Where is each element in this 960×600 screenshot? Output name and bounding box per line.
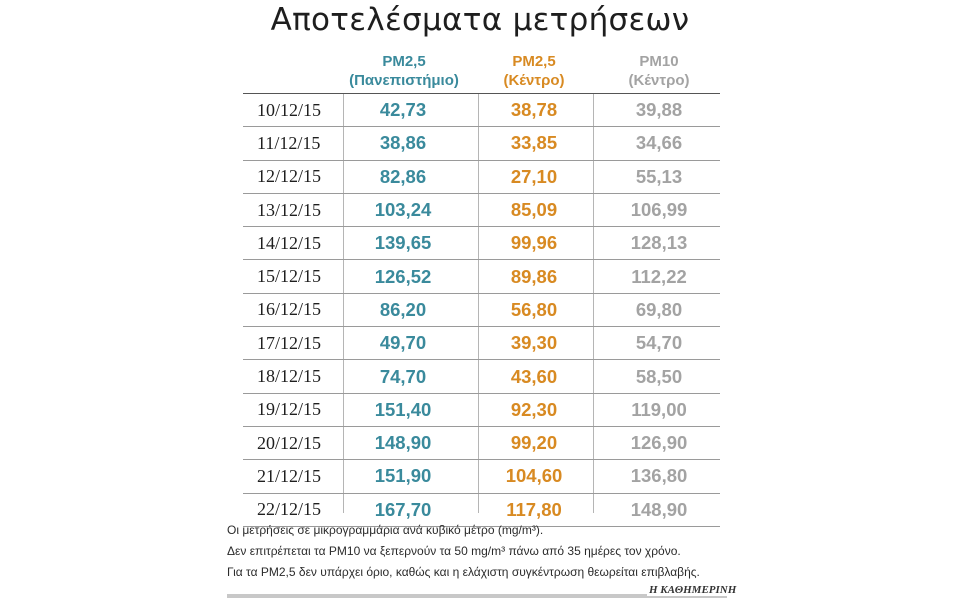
column-header-line2: (Κέντρο) xyxy=(503,72,565,89)
value-pm25-center: 27,10 xyxy=(510,165,558,187)
value-pm10-center: 54,70 xyxy=(635,332,683,354)
table-row: 18/12/15 74,70 43,60 58,50 xyxy=(243,360,720,394)
footnote-units: Οι μετρήσεις σε μικρογραμμάρια ανά κυβικ… xyxy=(227,523,544,537)
footnotes: Οι μετρήσεις σε μικρογραμμάρια ανά κυβικ… xyxy=(227,520,700,583)
value-pm25-university: 126,52 xyxy=(374,265,432,287)
value-pm25-center: 92,30 xyxy=(510,398,558,420)
value-pm25-center: 56,80 xyxy=(510,298,558,320)
value-pm25-center: 117,80 xyxy=(506,498,562,520)
table-row: 17/12/15 49,70 39,30 54,70 xyxy=(243,327,720,361)
footnote-pm10-limit: Δεν επιτρέπεται τα PM10 να ξεπερνούν τα … xyxy=(227,544,681,558)
column-divider xyxy=(478,93,479,513)
value-pm10-center: 119,00 xyxy=(631,398,687,420)
column-header-pm10-center: PM10 (Κέντρο) xyxy=(598,52,720,90)
table-row: 16/12/15 86,20 56,80 69,80 xyxy=(243,294,720,328)
value-pm10-center: 136,80 xyxy=(630,465,688,487)
table-row: 21/12/15 151,90 104,60 136,80 xyxy=(243,460,720,494)
value-pm10-center: 128,13 xyxy=(630,232,688,254)
table-row: 15/12/15 126,52 89,86 112,22 xyxy=(243,260,720,294)
row-date: 18/12/15 xyxy=(257,366,322,387)
row-date: 12/12/15 xyxy=(257,166,322,187)
value-pm10-center: 58,50 xyxy=(635,365,683,387)
value-pm25-university: 103,24 xyxy=(374,199,432,221)
value-pm25-center: 85,09 xyxy=(510,199,558,221)
row-date: 15/12/15 xyxy=(257,266,322,287)
value-pm25-university: 86,20 xyxy=(379,298,427,320)
bottom-rule xyxy=(227,594,727,598)
column-header-line1: PM10 xyxy=(639,53,679,70)
table-row: 22/12/15 167,70 117,80 148,90 xyxy=(243,494,720,527)
value-pm25-university: 74,70 xyxy=(379,365,427,387)
column-divider xyxy=(593,93,594,513)
value-pm25-center: 38,78 xyxy=(510,99,558,121)
page-title: Αποτελέσματα μετρήσεων xyxy=(270,2,690,38)
value-pm10-center: 69,80 xyxy=(635,298,683,320)
column-header-line2: (Κέντρο) xyxy=(628,72,690,89)
row-date: 10/12/15 xyxy=(257,99,322,120)
value-pm25-center: 104,60 xyxy=(505,465,563,487)
value-pm25-university: 49,70 xyxy=(379,332,427,354)
value-pm10-center: 106,99 xyxy=(630,199,688,221)
value-pm25-center: 33,85 xyxy=(510,132,558,154)
value-pm10-center: 148,90 xyxy=(630,498,688,520)
row-date: 14/12/15 xyxy=(257,232,322,253)
value-pm25-center: 39,30 xyxy=(510,332,558,354)
row-date: 20/12/15 xyxy=(257,432,322,453)
value-pm10-center: 55,13 xyxy=(635,165,683,187)
value-pm25-center: 43,60 xyxy=(510,365,558,387)
column-header-line1: PM2,5 xyxy=(512,53,556,70)
value-pm25-university: 38,86 xyxy=(379,132,427,154)
row-date: 13/12/15 xyxy=(257,199,322,220)
table-row: 19/12/15 151,40 92,30 119,00 xyxy=(243,394,720,427)
value-pm25-university: 167,70 xyxy=(374,498,432,520)
row-date: 21/12/15 xyxy=(257,465,322,486)
value-pm10-center: 39,88 xyxy=(635,99,683,121)
value-pm25-center: 99,96 xyxy=(510,232,558,254)
column-divider xyxy=(343,93,344,513)
column-header-line2: (Πανεπιστήμιο) xyxy=(349,72,459,89)
table-row: 20/12/15 148,90 99,20 126,90 xyxy=(243,427,720,461)
value-pm25-university: 82,86 xyxy=(379,165,427,187)
row-date: 22/12/15 xyxy=(257,499,322,520)
value-pm10-center: 34,66 xyxy=(635,132,683,154)
value-pm10-center: 126,90 xyxy=(630,432,688,454)
row-date: 16/12/15 xyxy=(257,299,322,320)
value-pm25-university: 139,65 xyxy=(374,232,432,254)
column-header-pm25-center: PM2,5 (Κέντρο) xyxy=(484,52,584,90)
value-pm25-university: 151,90 xyxy=(374,465,432,487)
measurements-table: 10/12/15 42,73 38,78 39,88 11/12/15 38,86 33,8… xyxy=(243,93,720,527)
value-pm25-university: 148,90 xyxy=(374,432,432,454)
table-row: 14/12/15 139,65 99,96 128,13 xyxy=(243,227,720,261)
brand-logo: Η ΚΑΘΗΜΕΡΙΝΗ xyxy=(647,584,739,596)
value-pm10-center: 112,22 xyxy=(631,265,687,287)
value-pm25-university: 42,73 xyxy=(379,99,427,121)
row-date: 11/12/15 xyxy=(257,132,321,153)
column-header-pm25-university: PM2,5 (Πανεπιστήμιο) xyxy=(343,52,465,90)
table-row: 10/12/15 42,73 38,78 39,88 xyxy=(243,93,720,128)
value-pm25-university: 151,40 xyxy=(374,398,432,420)
row-date: 17/12/15 xyxy=(257,332,322,353)
row-date: 19/12/15 xyxy=(257,399,322,420)
column-header-line1: PM2,5 xyxy=(382,53,426,70)
value-pm25-center: 99,20 xyxy=(510,432,558,454)
table-row: 13/12/15 103,24 85,09 106,99 xyxy=(243,194,720,228)
table-row: 12/12/15 82,86 27,10 55,13 xyxy=(243,161,720,194)
value-pm25-center: 89,86 xyxy=(510,265,558,287)
footnote-pm25-limit: Για τα PM2,5 δεν υπάρχει όριο, καθώς και… xyxy=(227,565,700,579)
table-row: 11/12/15 38,86 33,85 34,66 xyxy=(243,127,720,161)
